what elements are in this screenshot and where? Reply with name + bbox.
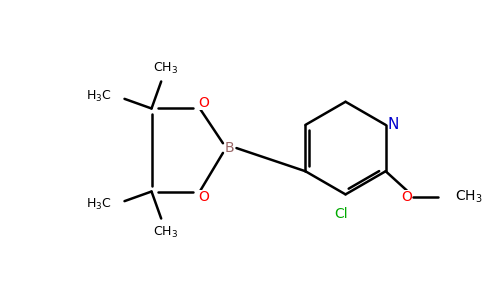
Text: N: N — [388, 117, 399, 132]
Text: H$_3$C: H$_3$C — [86, 88, 111, 104]
Text: O: O — [401, 190, 412, 204]
Text: CH$_3$: CH$_3$ — [455, 189, 483, 206]
Text: Cl: Cl — [334, 207, 348, 221]
Text: B: B — [225, 141, 235, 155]
Text: H$_3$C: H$_3$C — [86, 196, 111, 211]
Text: O: O — [198, 96, 209, 110]
Text: CH$_3$: CH$_3$ — [153, 224, 179, 240]
Text: O: O — [198, 190, 209, 204]
Text: CH$_3$: CH$_3$ — [153, 60, 179, 76]
